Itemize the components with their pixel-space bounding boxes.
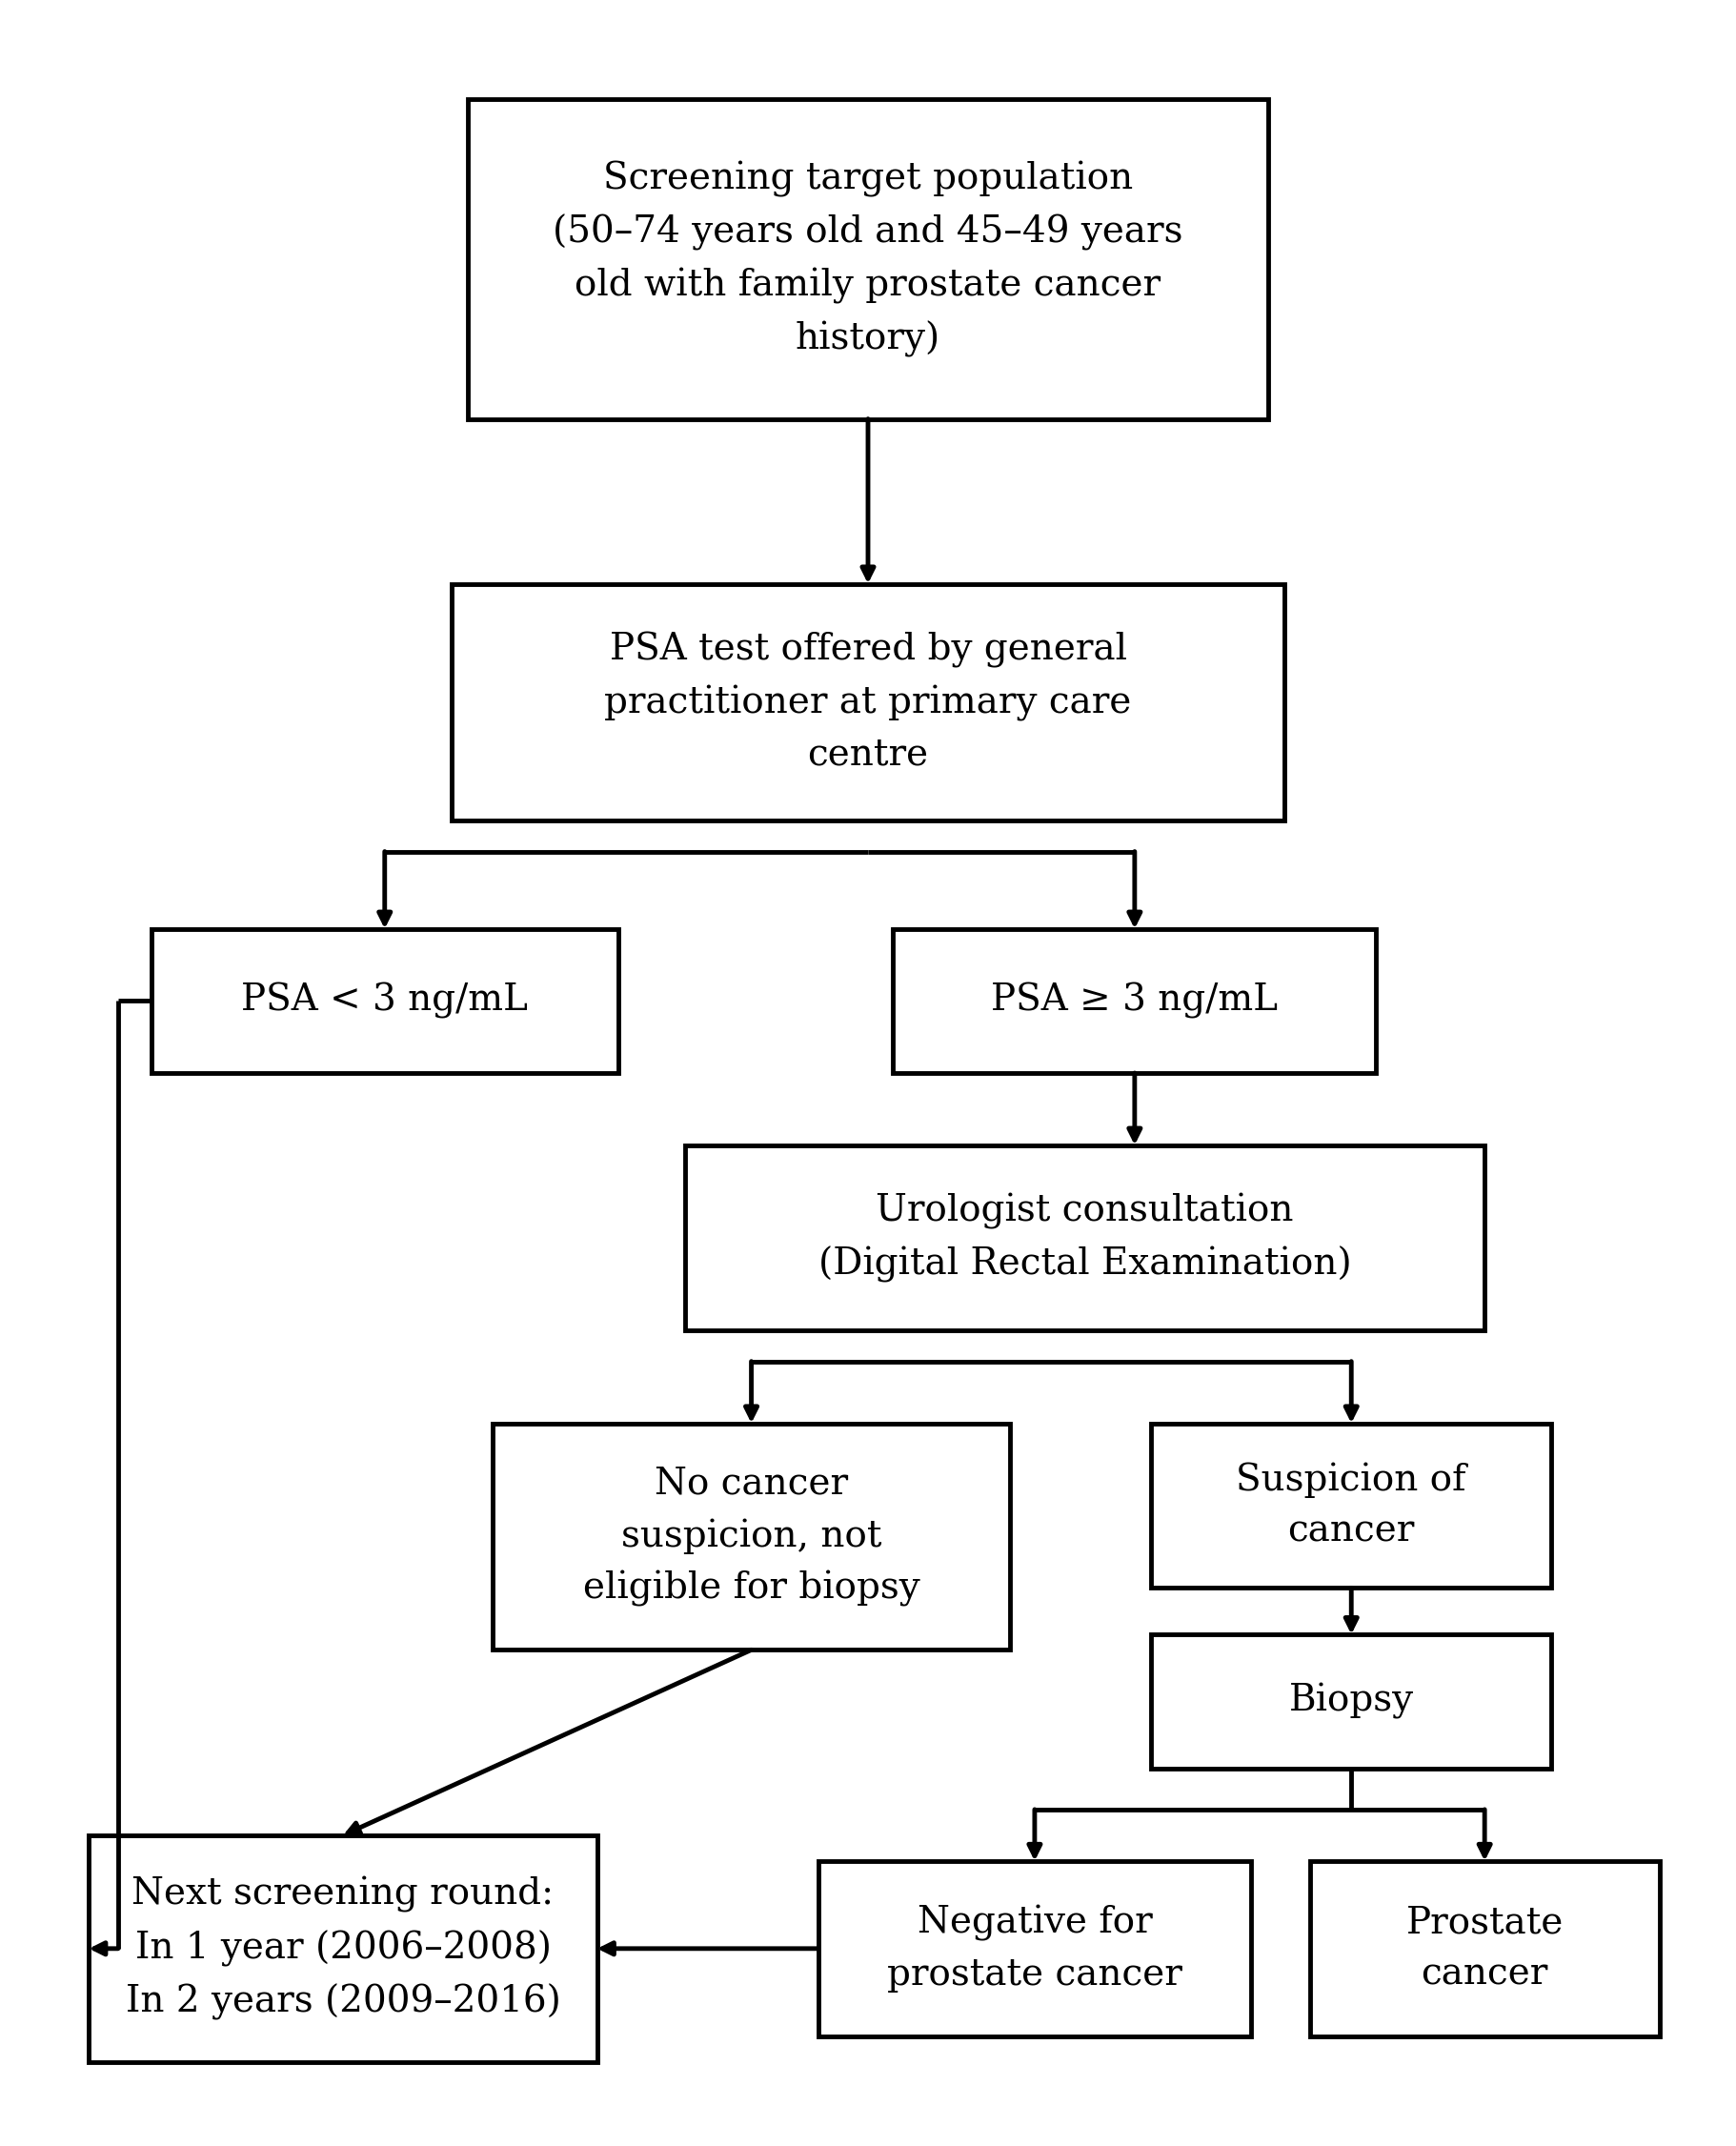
FancyBboxPatch shape	[89, 1835, 597, 2062]
Text: No cancer
suspicion, not
eligible for biopsy: No cancer suspicion, not eligible for bi…	[583, 1466, 920, 1607]
Text: Biopsy: Biopsy	[1288, 1682, 1413, 1719]
FancyBboxPatch shape	[451, 584, 1285, 820]
FancyBboxPatch shape	[493, 1423, 1010, 1650]
Text: Urologist consultation
(Digital Rectal Examination): Urologist consultation (Digital Rectal E…	[818, 1193, 1351, 1283]
FancyBboxPatch shape	[151, 929, 618, 1073]
FancyBboxPatch shape	[684, 1146, 1484, 1331]
Text: Prostate
cancer: Prostate cancer	[1406, 1906, 1564, 1991]
Text: PSA < 3 ng/mL: PSA < 3 ng/mL	[241, 983, 528, 1019]
FancyBboxPatch shape	[1151, 1423, 1552, 1588]
Text: PSA test offered by general
practitioner at primary care
centre: PSA test offered by general practitioner…	[604, 631, 1132, 773]
Text: Screening target population
(50–74 years old and 45–49 years
old with family pro: Screening target population (50–74 years…	[552, 161, 1184, 358]
FancyBboxPatch shape	[892, 929, 1377, 1073]
FancyBboxPatch shape	[1151, 1635, 1552, 1768]
Text: Next screening round:
In 1 year (2006–2008)
In 2 years (2009–2016): Next screening round: In 1 year (2006–20…	[125, 1878, 561, 2019]
Text: PSA ≥ 3 ng/mL: PSA ≥ 3 ng/mL	[991, 983, 1278, 1019]
Text: Negative for
prostate cancer: Negative for prostate cancer	[887, 1904, 1182, 1994]
FancyBboxPatch shape	[818, 1861, 1252, 2037]
FancyBboxPatch shape	[469, 99, 1267, 418]
Text: Suspicion of
cancer: Suspicion of cancer	[1236, 1461, 1467, 1549]
FancyBboxPatch shape	[1309, 1861, 1660, 2037]
